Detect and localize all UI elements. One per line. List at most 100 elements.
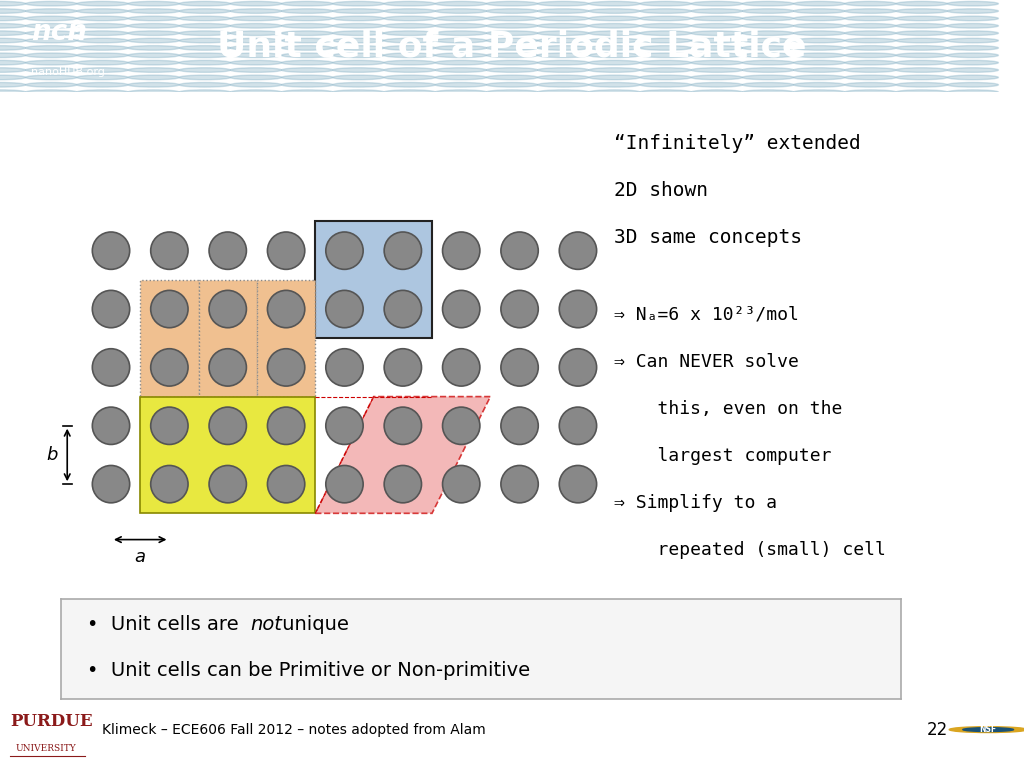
- Circle shape: [742, 38, 794, 43]
- Circle shape: [501, 407, 539, 445]
- Circle shape: [640, 75, 691, 80]
- Circle shape: [691, 82, 742, 87]
- Text: repeated (small) cell: repeated (small) cell: [614, 541, 887, 559]
- Circle shape: [435, 61, 486, 65]
- Circle shape: [0, 8, 26, 13]
- Circle shape: [559, 465, 597, 503]
- Text: unique: unique: [275, 614, 348, 634]
- Text: “Infinitely” extended: “Infinitely” extended: [614, 134, 861, 153]
- Circle shape: [896, 75, 947, 80]
- Circle shape: [128, 68, 179, 72]
- Text: Unit cell of a Periodic Lattice: Unit cell of a Periodic Lattice: [217, 29, 807, 63]
- Text: $b$: $b$: [46, 446, 58, 464]
- Circle shape: [442, 232, 480, 270]
- Bar: [315, 221, 432, 338]
- Circle shape: [947, 53, 998, 58]
- Circle shape: [589, 90, 640, 94]
- Circle shape: [435, 2, 486, 6]
- Circle shape: [742, 90, 794, 94]
- Circle shape: [384, 82, 435, 87]
- Circle shape: [538, 75, 589, 80]
- Circle shape: [267, 349, 305, 386]
- Circle shape: [333, 75, 384, 80]
- Circle shape: [333, 68, 384, 72]
- Circle shape: [128, 61, 179, 65]
- Circle shape: [486, 31, 538, 35]
- Circle shape: [179, 8, 230, 13]
- Circle shape: [589, 38, 640, 43]
- Circle shape: [947, 45, 998, 50]
- Text: not: not: [250, 614, 283, 634]
- Circle shape: [640, 45, 691, 50]
- Circle shape: [691, 16, 742, 21]
- Circle shape: [435, 38, 486, 43]
- Circle shape: [179, 75, 230, 80]
- Circle shape: [947, 24, 998, 28]
- Circle shape: [26, 38, 77, 43]
- Circle shape: [742, 2, 794, 6]
- Circle shape: [179, 38, 230, 43]
- Circle shape: [77, 90, 128, 94]
- Circle shape: [92, 349, 130, 386]
- Text: ⇒ Nₐ=6 x 10²³/mol: ⇒ Nₐ=6 x 10²³/mol: [614, 306, 800, 324]
- Circle shape: [691, 90, 742, 94]
- Circle shape: [230, 16, 282, 21]
- Circle shape: [947, 31, 998, 35]
- Circle shape: [128, 31, 179, 35]
- Circle shape: [589, 53, 640, 58]
- Circle shape: [442, 349, 480, 386]
- Circle shape: [442, 465, 480, 503]
- Text: NSF: NSF: [980, 725, 996, 734]
- Circle shape: [282, 53, 333, 58]
- Circle shape: [77, 2, 128, 6]
- Circle shape: [179, 16, 230, 21]
- Circle shape: [209, 290, 247, 328]
- Circle shape: [435, 68, 486, 72]
- Circle shape: [559, 232, 597, 270]
- Circle shape: [794, 45, 845, 50]
- Circle shape: [538, 38, 589, 43]
- Circle shape: [845, 16, 896, 21]
- Circle shape: [326, 407, 364, 445]
- Circle shape: [282, 68, 333, 72]
- Circle shape: [209, 349, 247, 386]
- Circle shape: [384, 2, 435, 6]
- Circle shape: [384, 90, 435, 94]
- Circle shape: [384, 407, 422, 445]
- Circle shape: [742, 75, 794, 80]
- Circle shape: [442, 290, 480, 328]
- Circle shape: [794, 16, 845, 21]
- Circle shape: [538, 53, 589, 58]
- Circle shape: [589, 61, 640, 65]
- Circle shape: [179, 24, 230, 28]
- Circle shape: [435, 90, 486, 94]
- Circle shape: [128, 82, 179, 87]
- Circle shape: [282, 2, 333, 6]
- Circle shape: [333, 24, 384, 28]
- Polygon shape: [315, 396, 490, 513]
- Circle shape: [209, 232, 247, 270]
- Circle shape: [128, 53, 179, 58]
- Bar: [257, 280, 315, 396]
- Circle shape: [333, 8, 384, 13]
- Text: $a$: $a$: [134, 548, 146, 566]
- Circle shape: [179, 68, 230, 72]
- Circle shape: [794, 68, 845, 72]
- Circle shape: [179, 90, 230, 94]
- Circle shape: [640, 90, 691, 94]
- Circle shape: [333, 82, 384, 87]
- Circle shape: [947, 8, 998, 13]
- Circle shape: [333, 16, 384, 21]
- Circle shape: [333, 53, 384, 58]
- Circle shape: [896, 53, 947, 58]
- Circle shape: [384, 16, 435, 21]
- Text: •  Unit cells are: • Unit cells are: [87, 614, 245, 634]
- Circle shape: [896, 24, 947, 28]
- Circle shape: [947, 38, 998, 43]
- Circle shape: [77, 31, 128, 35]
- Circle shape: [384, 349, 422, 386]
- Circle shape: [435, 53, 486, 58]
- Circle shape: [128, 90, 179, 94]
- Circle shape: [230, 2, 282, 6]
- Circle shape: [501, 290, 539, 328]
